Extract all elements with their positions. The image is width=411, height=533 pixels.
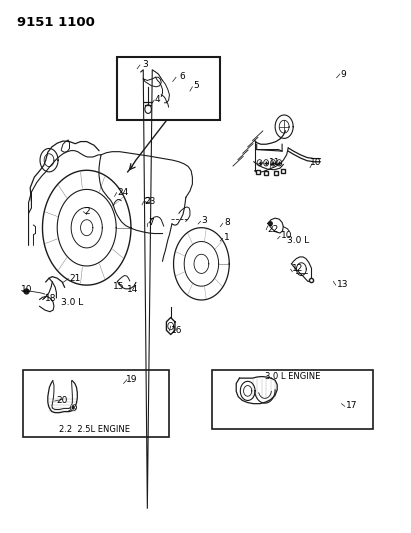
Text: 5: 5 <box>193 81 199 90</box>
Text: 3.0 L: 3.0 L <box>61 298 83 307</box>
Text: 10: 10 <box>281 231 293 240</box>
Text: 9: 9 <box>341 70 346 78</box>
Text: 14: 14 <box>127 285 138 294</box>
Bar <box>23 370 169 437</box>
Text: 20: 20 <box>56 396 67 405</box>
Text: 9151 1100: 9151 1100 <box>17 15 95 29</box>
Text: 16: 16 <box>171 326 182 335</box>
Text: 11: 11 <box>269 158 280 167</box>
Text: 22: 22 <box>267 225 278 234</box>
Text: 2.2  2.5L ENGINE: 2.2 2.5L ENGINE <box>60 425 130 434</box>
Text: 3.0 L ENGINE: 3.0 L ENGINE <box>265 372 320 381</box>
Bar <box>118 56 220 120</box>
Text: 18: 18 <box>45 294 56 303</box>
Text: 3: 3 <box>142 60 148 69</box>
Text: 19: 19 <box>126 375 137 384</box>
Text: 8: 8 <box>224 219 230 228</box>
Text: 10: 10 <box>21 285 33 294</box>
Text: 23: 23 <box>144 197 155 206</box>
Text: 13: 13 <box>337 280 348 289</box>
Text: 17: 17 <box>346 401 357 410</box>
Text: 6: 6 <box>179 71 185 80</box>
Text: 2: 2 <box>85 207 90 216</box>
Text: 24: 24 <box>118 188 129 197</box>
Text: 12: 12 <box>291 264 303 273</box>
Bar <box>212 370 374 429</box>
Text: 1: 1 <box>224 233 230 243</box>
Text: 3.0 L: 3.0 L <box>287 237 309 246</box>
Text: 15: 15 <box>113 282 125 291</box>
Text: 4: 4 <box>154 94 160 103</box>
Text: 21: 21 <box>69 273 81 282</box>
Text: 3: 3 <box>201 216 207 225</box>
Text: 10: 10 <box>310 158 321 167</box>
Text: 7: 7 <box>148 218 154 227</box>
